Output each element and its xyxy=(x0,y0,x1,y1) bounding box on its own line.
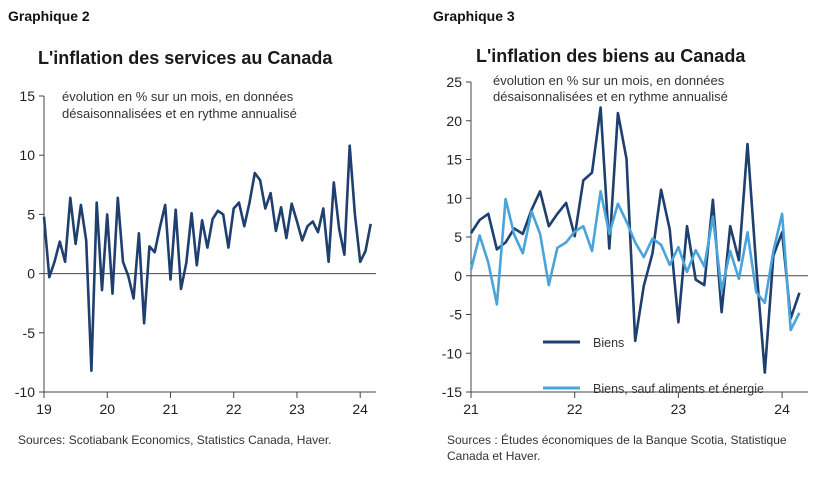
goods-y-tick-label: 0 xyxy=(454,268,462,284)
goods-x-tick-label: 22 xyxy=(567,401,583,417)
goods-inflation-chart: -15 -10 -5 0 5 10 15 20 25 21 22 23 24 Biens Biens, sa… xyxy=(442,74,808,417)
services-y-tick-label: 0 xyxy=(27,266,35,282)
services-y-tick-label: -5 xyxy=(23,325,36,341)
services-y-tick-label: -10 xyxy=(15,384,35,400)
goods-y-tick-label: -15 xyxy=(442,384,462,400)
goods-y-tick-label: 15 xyxy=(446,152,462,168)
goods-y-tick-label: 25 xyxy=(446,74,462,90)
goods-x-tick-label: 24 xyxy=(774,401,790,417)
goods-y-tick-label: 10 xyxy=(446,190,462,206)
services-series-line-1 xyxy=(44,146,371,371)
services-y-tick-label: 10 xyxy=(19,147,35,163)
goods-legend-label-1: Biens xyxy=(593,336,624,350)
goods-series-line-2 xyxy=(471,191,799,330)
services-x-tick-label: 19 xyxy=(36,401,52,417)
goods-y-tick-label: 20 xyxy=(446,113,462,129)
goods-y-tick-label: 5 xyxy=(454,229,462,245)
goods-x-tick-label: 23 xyxy=(671,401,687,417)
goods-legend-label-2: Biens, sauf aliments et énergie xyxy=(593,382,764,396)
services-x-tick-label: 20 xyxy=(99,401,115,417)
goods-x-tick-label: 21 xyxy=(463,401,479,417)
services-x-tick-label: 24 xyxy=(352,401,368,417)
goods-y-tick-label: -10 xyxy=(442,345,462,361)
services-inflation-chart: -10 -5 0 5 10 15 19 20 21 22 23 24 xyxy=(15,88,376,417)
services-x-tick-label: 21 xyxy=(163,401,179,417)
services-y-tick-label: 15 xyxy=(19,88,35,104)
services-x-tick-label: 22 xyxy=(226,401,242,417)
services-y-tick-label: 5 xyxy=(27,206,35,222)
goods-y-tick-label: -5 xyxy=(450,307,463,323)
services-x-tick-label: 23 xyxy=(289,401,305,417)
